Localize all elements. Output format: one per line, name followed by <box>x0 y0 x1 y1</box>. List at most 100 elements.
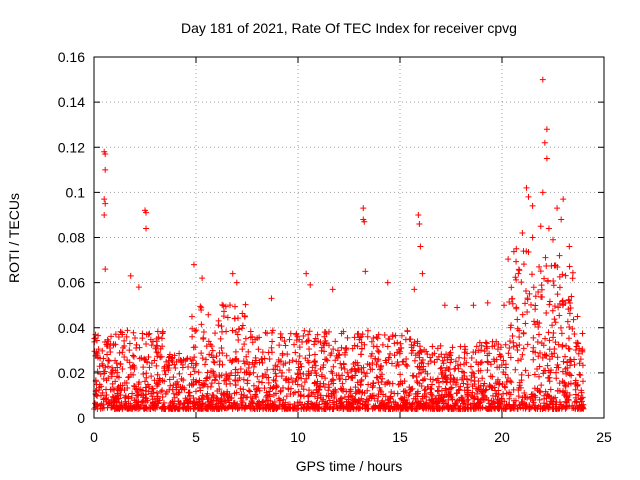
data-point <box>478 342 485 349</box>
data-point <box>213 353 220 360</box>
data-point <box>358 389 365 396</box>
data-point <box>367 366 374 373</box>
data-point <box>105 357 112 364</box>
data-point <box>403 389 410 396</box>
data-point <box>421 387 428 394</box>
data-point <box>373 334 380 341</box>
data-point <box>258 379 265 386</box>
data-point <box>530 344 537 351</box>
data-point <box>240 386 247 393</box>
data-point <box>182 395 189 402</box>
data-point <box>243 353 250 360</box>
data-point <box>426 397 433 404</box>
data-point <box>342 345 349 352</box>
data-point <box>155 381 162 388</box>
data-point <box>566 391 573 398</box>
data-point <box>493 390 500 397</box>
data-point <box>535 288 542 295</box>
data-point <box>193 399 200 406</box>
data-point <box>464 381 471 388</box>
data-point <box>129 352 136 359</box>
data-point <box>186 389 193 396</box>
data-point <box>198 405 205 412</box>
data-point <box>398 332 405 339</box>
data-point <box>282 405 289 412</box>
data-point <box>531 318 538 325</box>
data-point-outlier <box>199 275 206 282</box>
data-point <box>113 360 120 367</box>
data-point <box>446 404 453 411</box>
data-point <box>332 338 339 345</box>
data-point <box>130 353 137 360</box>
data-point <box>468 377 475 384</box>
data-point <box>538 282 545 289</box>
data-point <box>103 341 110 348</box>
data-point <box>564 402 571 409</box>
data-point <box>119 365 126 372</box>
data-point <box>242 394 249 401</box>
data-point <box>523 248 530 255</box>
data-point <box>513 276 520 283</box>
data-point <box>241 360 248 367</box>
data-point <box>238 391 245 398</box>
data-point <box>539 405 546 412</box>
data-point <box>573 343 580 350</box>
data-point <box>318 344 325 351</box>
data-point <box>434 405 441 412</box>
data-point <box>439 375 446 382</box>
data-point <box>564 359 571 366</box>
data-point-outlier <box>329 286 336 293</box>
data-point <box>352 384 359 391</box>
data-point <box>96 363 103 370</box>
data-point <box>434 388 441 395</box>
data-point <box>107 348 114 355</box>
data-point <box>231 303 238 310</box>
data-point <box>516 333 523 340</box>
data-point-outlier <box>484 299 491 306</box>
data-point <box>159 394 166 401</box>
data-point <box>410 372 417 379</box>
data-point <box>293 337 300 344</box>
data-point <box>413 374 420 381</box>
data-point <box>149 393 156 400</box>
data-point <box>242 301 249 308</box>
data-point <box>143 341 150 348</box>
data-point <box>519 351 526 358</box>
data-point <box>114 390 121 397</box>
data-point-outlier <box>550 236 556 243</box>
data-point <box>566 346 573 353</box>
data-point <box>402 388 409 395</box>
data-point <box>553 375 560 382</box>
data-point <box>399 358 406 365</box>
x-tick-label: 20 <box>494 429 510 445</box>
data-point <box>442 385 449 392</box>
data-point <box>499 381 506 388</box>
data-point <box>272 370 279 377</box>
data-point <box>314 331 321 338</box>
data-point-outlier <box>303 270 310 277</box>
data-point <box>199 392 206 399</box>
data-point <box>572 386 579 393</box>
data-point <box>388 389 395 396</box>
data-point <box>319 398 326 405</box>
data-point <box>552 339 559 346</box>
data-point <box>317 365 324 372</box>
data-point <box>306 387 313 394</box>
data-point-outlier <box>361 218 368 225</box>
data-point <box>228 370 235 377</box>
data-point <box>552 319 559 326</box>
data-point <box>249 333 256 340</box>
data-point <box>213 373 220 380</box>
data-point <box>481 393 488 400</box>
data-point <box>551 316 558 323</box>
data-point <box>162 371 169 378</box>
data-point-outlier <box>574 313 581 320</box>
data-point <box>443 379 450 386</box>
data-point <box>457 343 464 350</box>
data-point <box>525 372 532 379</box>
data-point <box>531 392 538 399</box>
data-point <box>278 373 285 380</box>
data-point <box>112 341 119 348</box>
data-point <box>108 369 115 376</box>
data-point <box>184 355 191 362</box>
